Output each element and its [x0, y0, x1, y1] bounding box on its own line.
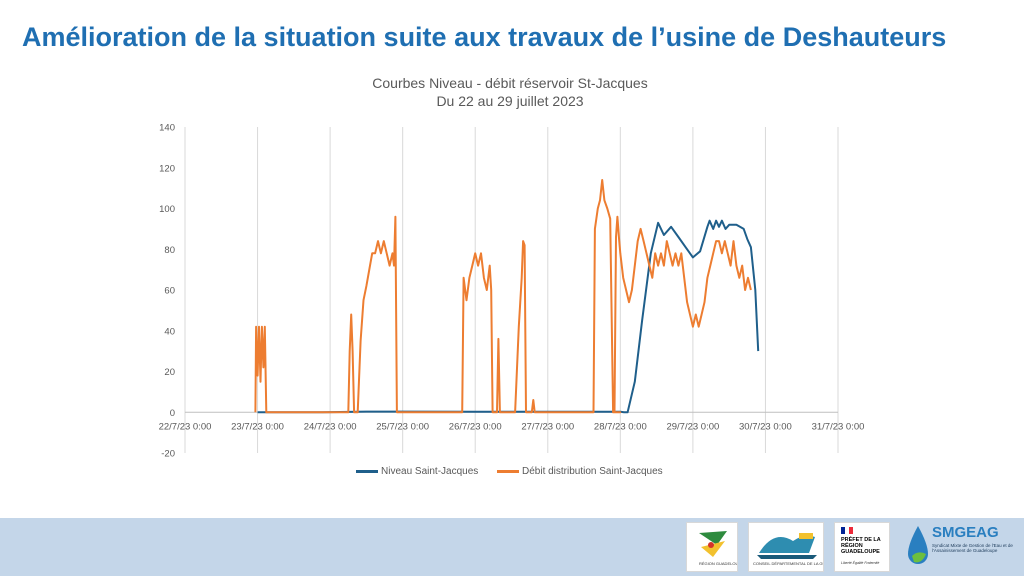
smgeag-name: SMGEAG — [932, 524, 999, 541]
x-tick-label: 28/7/23 0:00 — [594, 421, 647, 432]
x-tick-label: 23/7/23 0:00 — [231, 421, 284, 432]
x-tick-label: 31/7/23 0:00 — [812, 421, 865, 432]
marianne-flag-icon — [841, 527, 853, 534]
prefet-motto: Liberté Égalité Fraternité — [841, 561, 880, 565]
y-tick-label: 0 — [170, 408, 175, 419]
legend-label-debit: Débit distribution Saint-Jacques — [522, 466, 663, 477]
y-tick-label: 80 — [164, 245, 175, 256]
chart-title: Courbes Niveau - débit réservoir St-Jacq… — [372, 75, 648, 91]
conseil-departemental-logo: CONSEIL DÉPARTEMENTAL DE LA GUADELOUPE — [748, 522, 824, 572]
y-tick-label: 100 — [159, 204, 175, 215]
legend-swatch-niveau — [356, 470, 378, 473]
chart-subtitle: Du 22 au 29 juillet 2023 — [436, 93, 584, 109]
x-tick-label: 24/7/23 0:00 — [304, 421, 357, 432]
x-tick-label: 29/7/23 0:00 — [666, 421, 719, 432]
y-tick-label: 140 — [159, 123, 175, 134]
series-line-debit — [254, 179, 752, 414]
slide-title: Amélioration de la situation suite aux t… — [22, 22, 947, 52]
y-tick-label: 60 — [164, 286, 175, 297]
y-tick-label: 20 — [164, 367, 175, 378]
x-tick-label: 26/7/23 0:00 — [449, 421, 502, 432]
legend-swatch-debit — [497, 470, 519, 473]
x-tick-label: 25/7/23 0:00 — [376, 421, 429, 432]
prefet-text: PRÉFET DE LA RÉGION GUADELOUPE — [841, 537, 881, 555]
smgeag-subtitle: Syndicat Mixte de Gestion de l'Eau et de… — [932, 543, 1013, 553]
y-tick-label: -20 — [161, 449, 175, 460]
y-tick-label: 120 — [159, 163, 175, 174]
legend-item-debit: Débit distribution Saint-Jacques — [497, 466, 663, 477]
chart-title-block: Courbes Niveau - débit réservoir St-Jacq… — [260, 74, 760, 110]
conseil-departemental-emblem-icon — [757, 533, 817, 559]
conseil-departemental-text: CONSEIL DÉPARTEMENTAL DE LA GUADELOUPE — [753, 561, 823, 566]
region-guadeloupe-logo: RÉGION GUADELOUPE — [686, 522, 738, 572]
prefet-logo: PRÉFET DE LA RÉGION GUADELOUPE Liberté É… — [834, 522, 890, 572]
region-guadeloupe-text: RÉGION GUADELOUPE — [699, 561, 737, 566]
x-tick-label: 30/7/23 0:00 — [739, 421, 792, 432]
x-tick-label: 27/7/23 0:00 — [521, 421, 574, 432]
smgeag-drop-icon — [908, 526, 928, 564]
legend-label-niveau: Niveau Saint-Jacques — [381, 466, 479, 477]
y-tick-label: 40 — [164, 326, 175, 337]
series-line-niveau — [257, 219, 760, 414]
region-guadeloupe-emblem-icon — [699, 531, 727, 557]
legend-item-niveau: Niveau Saint-Jacques — [356, 466, 478, 477]
x-tick-label: 22/7/23 0:00 — [159, 421, 212, 432]
